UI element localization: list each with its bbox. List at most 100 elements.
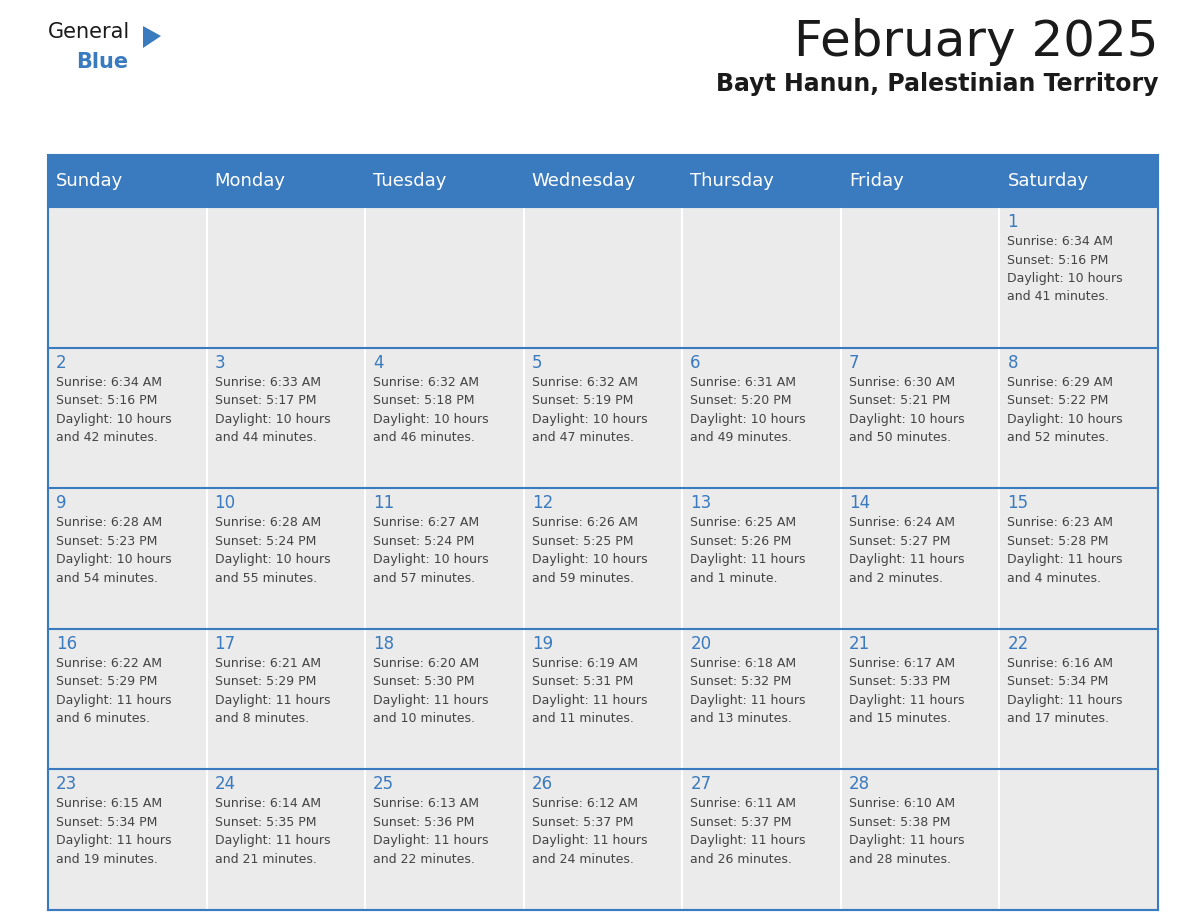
Text: 6: 6 bbox=[690, 353, 701, 372]
Text: Sunrise: 6:23 AM: Sunrise: 6:23 AM bbox=[1007, 516, 1113, 529]
Text: Sunrise: 6:10 AM: Sunrise: 6:10 AM bbox=[849, 798, 955, 811]
Text: and 10 minutes.: and 10 minutes. bbox=[373, 712, 475, 725]
Text: Sunset: 5:38 PM: Sunset: 5:38 PM bbox=[849, 816, 950, 829]
Text: 1: 1 bbox=[1007, 213, 1018, 231]
Text: Sunrise: 6:30 AM: Sunrise: 6:30 AM bbox=[849, 375, 955, 388]
Text: Wednesday: Wednesday bbox=[532, 172, 636, 190]
Text: Sunset: 5:20 PM: Sunset: 5:20 PM bbox=[690, 394, 791, 407]
Text: 23: 23 bbox=[56, 776, 77, 793]
Text: Daylight: 11 hours: Daylight: 11 hours bbox=[215, 694, 330, 707]
Text: and 46 minutes.: and 46 minutes. bbox=[373, 431, 475, 444]
Text: Sunrise: 6:26 AM: Sunrise: 6:26 AM bbox=[532, 516, 638, 529]
Text: and 49 minutes.: and 49 minutes. bbox=[690, 431, 792, 444]
Text: 11: 11 bbox=[373, 494, 394, 512]
Text: Sunrise: 6:32 AM: Sunrise: 6:32 AM bbox=[373, 375, 479, 388]
Bar bbox=[365, 207, 524, 348]
Text: Daylight: 10 hours: Daylight: 10 hours bbox=[532, 412, 647, 426]
Bar bbox=[524, 207, 682, 348]
Text: 13: 13 bbox=[690, 494, 712, 512]
Text: 7: 7 bbox=[849, 353, 859, 372]
Text: Sunset: 5:23 PM: Sunset: 5:23 PM bbox=[56, 534, 157, 548]
Bar bbox=[999, 207, 1158, 348]
Text: Sunrise: 6:20 AM: Sunrise: 6:20 AM bbox=[373, 656, 479, 670]
Text: 26: 26 bbox=[532, 776, 552, 793]
Text: 18: 18 bbox=[373, 635, 394, 653]
Text: 20: 20 bbox=[690, 635, 712, 653]
Text: Sunset: 5:19 PM: Sunset: 5:19 PM bbox=[532, 394, 633, 407]
Bar bbox=[524, 348, 682, 488]
Text: 8: 8 bbox=[1007, 353, 1018, 372]
Text: Daylight: 10 hours: Daylight: 10 hours bbox=[373, 412, 488, 426]
Text: Daylight: 10 hours: Daylight: 10 hours bbox=[1007, 412, 1123, 426]
Text: Sunrise: 6:32 AM: Sunrise: 6:32 AM bbox=[532, 375, 638, 388]
Text: Sunset: 5:36 PM: Sunset: 5:36 PM bbox=[373, 816, 474, 829]
Text: 9: 9 bbox=[56, 494, 67, 512]
Text: Sunset: 5:16 PM: Sunset: 5:16 PM bbox=[1007, 253, 1108, 266]
Text: General: General bbox=[48, 22, 131, 42]
Polygon shape bbox=[143, 26, 162, 48]
Text: Sunset: 5:34 PM: Sunset: 5:34 PM bbox=[56, 816, 157, 829]
Text: Daylight: 10 hours: Daylight: 10 hours bbox=[690, 412, 805, 426]
Text: Daylight: 11 hours: Daylight: 11 hours bbox=[373, 694, 488, 707]
Text: Daylight: 11 hours: Daylight: 11 hours bbox=[373, 834, 488, 847]
Text: Thursday: Thursday bbox=[690, 172, 775, 190]
Text: Sunrise: 6:21 AM: Sunrise: 6:21 AM bbox=[215, 656, 321, 670]
Text: Sunset: 5:21 PM: Sunset: 5:21 PM bbox=[849, 394, 950, 407]
Bar bbox=[48, 155, 1158, 207]
Text: and 4 minutes.: and 4 minutes. bbox=[1007, 572, 1101, 585]
Text: Sunrise: 6:16 AM: Sunrise: 6:16 AM bbox=[1007, 656, 1113, 670]
Bar bbox=[524, 488, 682, 629]
Text: and 11 minutes.: and 11 minutes. bbox=[532, 712, 633, 725]
Bar bbox=[207, 207, 365, 348]
Text: Sunrise: 6:22 AM: Sunrise: 6:22 AM bbox=[56, 656, 162, 670]
Text: Daylight: 11 hours: Daylight: 11 hours bbox=[215, 834, 330, 847]
Text: Sunset: 5:37 PM: Sunset: 5:37 PM bbox=[690, 816, 791, 829]
Bar bbox=[207, 348, 365, 488]
Text: and 22 minutes.: and 22 minutes. bbox=[373, 853, 475, 866]
Text: and 44 minutes.: and 44 minutes. bbox=[215, 431, 316, 444]
Bar bbox=[207, 629, 365, 769]
Text: 27: 27 bbox=[690, 776, 712, 793]
Bar bbox=[524, 629, 682, 769]
Text: Sunset: 5:28 PM: Sunset: 5:28 PM bbox=[1007, 534, 1108, 548]
Text: Sunset: 5:17 PM: Sunset: 5:17 PM bbox=[215, 394, 316, 407]
Text: Daylight: 10 hours: Daylight: 10 hours bbox=[56, 412, 171, 426]
Text: Tuesday: Tuesday bbox=[373, 172, 447, 190]
Text: and 59 minutes.: and 59 minutes. bbox=[532, 572, 633, 585]
Text: Sunset: 5:25 PM: Sunset: 5:25 PM bbox=[532, 534, 633, 548]
Bar bbox=[682, 348, 841, 488]
Text: Daylight: 10 hours: Daylight: 10 hours bbox=[1007, 272, 1123, 285]
Bar bbox=[841, 769, 999, 910]
Text: Sunset: 5:27 PM: Sunset: 5:27 PM bbox=[849, 534, 950, 548]
Text: Sunrise: 6:19 AM: Sunrise: 6:19 AM bbox=[532, 656, 638, 670]
Text: 22: 22 bbox=[1007, 635, 1029, 653]
Bar bbox=[841, 488, 999, 629]
Text: Daylight: 10 hours: Daylight: 10 hours bbox=[215, 412, 330, 426]
Text: Daylight: 11 hours: Daylight: 11 hours bbox=[849, 834, 965, 847]
Bar bbox=[999, 488, 1158, 629]
Bar bbox=[365, 629, 524, 769]
Text: and 1 minute.: and 1 minute. bbox=[690, 572, 778, 585]
Bar bbox=[48, 348, 207, 488]
Bar bbox=[48, 769, 207, 910]
Text: Sunrise: 6:31 AM: Sunrise: 6:31 AM bbox=[690, 375, 796, 388]
Bar bbox=[48, 629, 207, 769]
Text: and 52 minutes.: and 52 minutes. bbox=[1007, 431, 1110, 444]
Text: 28: 28 bbox=[849, 776, 870, 793]
Text: and 24 minutes.: and 24 minutes. bbox=[532, 853, 633, 866]
Text: Sunset: 5:16 PM: Sunset: 5:16 PM bbox=[56, 394, 157, 407]
Bar bbox=[682, 488, 841, 629]
Text: and 26 minutes.: and 26 minutes. bbox=[690, 853, 792, 866]
Text: Sunrise: 6:34 AM: Sunrise: 6:34 AM bbox=[56, 375, 162, 388]
Bar bbox=[999, 629, 1158, 769]
Text: Daylight: 11 hours: Daylight: 11 hours bbox=[532, 834, 647, 847]
Text: Daylight: 11 hours: Daylight: 11 hours bbox=[532, 694, 647, 707]
Text: 4: 4 bbox=[373, 353, 384, 372]
Text: and 15 minutes.: and 15 minutes. bbox=[849, 712, 950, 725]
Bar bbox=[682, 769, 841, 910]
Bar bbox=[365, 348, 524, 488]
Text: Sunset: 5:24 PM: Sunset: 5:24 PM bbox=[215, 534, 316, 548]
Text: Sunrise: 6:11 AM: Sunrise: 6:11 AM bbox=[690, 798, 796, 811]
Text: and 42 minutes.: and 42 minutes. bbox=[56, 431, 158, 444]
Text: 17: 17 bbox=[215, 635, 235, 653]
